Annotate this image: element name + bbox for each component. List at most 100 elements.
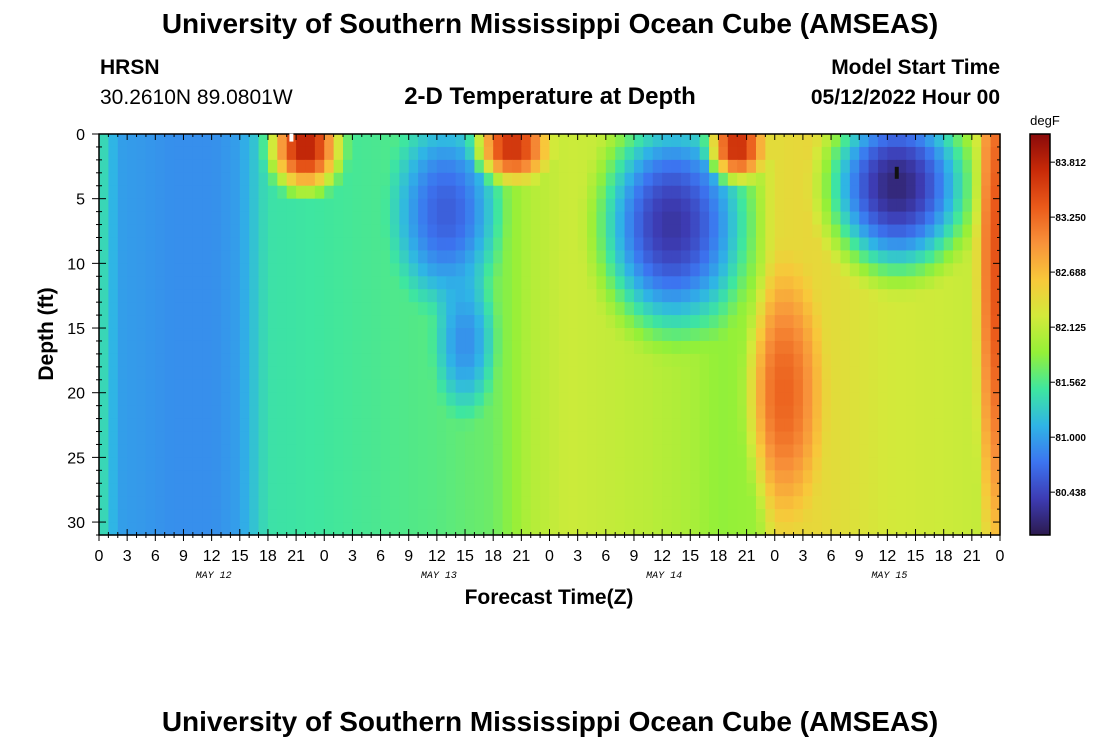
heat-cell <box>305 211 316 226</box>
heat-cell <box>877 250 888 264</box>
heat-cell <box>296 366 307 381</box>
heat-cell <box>465 224 476 239</box>
heat-cell <box>868 237 879 252</box>
heat-cell <box>934 340 945 355</box>
heat-cell <box>399 340 410 355</box>
heat-cell <box>164 379 175 394</box>
heat-cell <box>436 263 447 277</box>
heat-cell <box>286 159 297 174</box>
heat-cell <box>709 418 720 433</box>
heat-cell <box>981 483 992 497</box>
heat-cell <box>953 353 964 368</box>
heat-cell <box>877 405 888 420</box>
heat-cell <box>746 483 757 497</box>
heat-cell <box>174 224 185 239</box>
heat-cell <box>99 302 109 316</box>
heat-cell <box>267 211 278 226</box>
heat-cell <box>164 328 175 342</box>
heat-cell <box>699 289 710 303</box>
x-tick-label: 9 <box>630 548 639 565</box>
heat-cell <box>277 366 288 381</box>
heat-cell <box>690 496 701 510</box>
heat-cell <box>605 224 616 239</box>
heat-cell <box>784 211 795 226</box>
heat-cell <box>502 134 513 148</box>
heat-cell <box>418 340 429 355</box>
heat-cell <box>831 340 842 355</box>
heat-cell <box>906 276 917 290</box>
heat-cell <box>389 444 400 458</box>
heat-cell <box>436 172 447 187</box>
heat-cell <box>493 379 504 394</box>
heat-cell <box>765 198 776 213</box>
heat-cell <box>418 211 429 226</box>
heat-cell <box>155 509 166 523</box>
heat-cell <box>981 328 992 342</box>
heat-cell <box>587 340 598 355</box>
heat-cell <box>981 470 992 484</box>
heat-cell <box>633 134 644 148</box>
heat-cell <box>427 134 438 148</box>
heat-cell <box>765 250 776 264</box>
heat-cell <box>558 172 569 187</box>
heat-cell <box>192 379 203 394</box>
heat-cell <box>540 328 551 342</box>
heat-cell <box>962 328 973 342</box>
heat-cell <box>840 509 851 523</box>
heat-cell <box>502 263 513 277</box>
heat-cell <box>389 289 400 303</box>
heat-cell <box>624 431 635 446</box>
heat-cell <box>690 198 701 213</box>
heat-cell <box>465 146 476 161</box>
heat-cell <box>258 302 269 316</box>
heat-cell <box>324 379 335 394</box>
heat-cell <box>408 522 419 536</box>
heat-cell <box>436 392 447 407</box>
heat-cell <box>465 509 476 523</box>
heat-cell <box>934 237 945 252</box>
heat-cell <box>324 250 335 264</box>
heat-cell <box>953 172 964 187</box>
heat-cell <box>821 405 832 420</box>
heat-cell <box>211 509 222 523</box>
heat-cell <box>877 198 888 213</box>
heat-cell <box>267 379 278 394</box>
heat-cell <box>361 483 372 497</box>
heat-cell <box>981 405 992 420</box>
heat-cell <box>709 263 720 277</box>
heat-cell <box>924 263 935 277</box>
heat-cell <box>408 198 419 213</box>
heat-cell <box>605 444 616 458</box>
heat-cell <box>633 418 644 433</box>
heat-cell <box>446 405 457 420</box>
heat-cell <box>418 366 429 381</box>
heat-cell <box>418 159 429 174</box>
heat-cell <box>924 198 935 213</box>
heat-cell <box>127 470 138 484</box>
heat-cell <box>230 250 241 264</box>
heat-cell <box>671 483 682 497</box>
heat-cell <box>868 289 879 303</box>
heat-cell <box>680 263 691 277</box>
heat-cell <box>990 470 1001 484</box>
heat-cell <box>699 185 710 200</box>
heat-cell <box>361 172 372 187</box>
heat-cell <box>540 418 551 433</box>
heat-cell <box>155 496 166 510</box>
heat-cell <box>117 340 128 355</box>
heat-cell <box>915 315 926 329</box>
heat-cell <box>249 444 260 458</box>
heat-cell <box>737 211 748 226</box>
heat-cell <box>136 457 147 471</box>
heat-cell <box>343 444 354 458</box>
heat-cell <box>389 198 400 213</box>
heat-cell <box>671 224 682 239</box>
heat-cell <box>859 379 870 394</box>
heat-cell <box>849 159 860 174</box>
heat-cell <box>943 302 954 316</box>
heat-cell <box>831 483 842 497</box>
heat-cell <box>784 159 795 174</box>
heat-cell <box>849 522 860 536</box>
heat-cell <box>558 302 569 316</box>
heat-cell <box>145 276 156 290</box>
